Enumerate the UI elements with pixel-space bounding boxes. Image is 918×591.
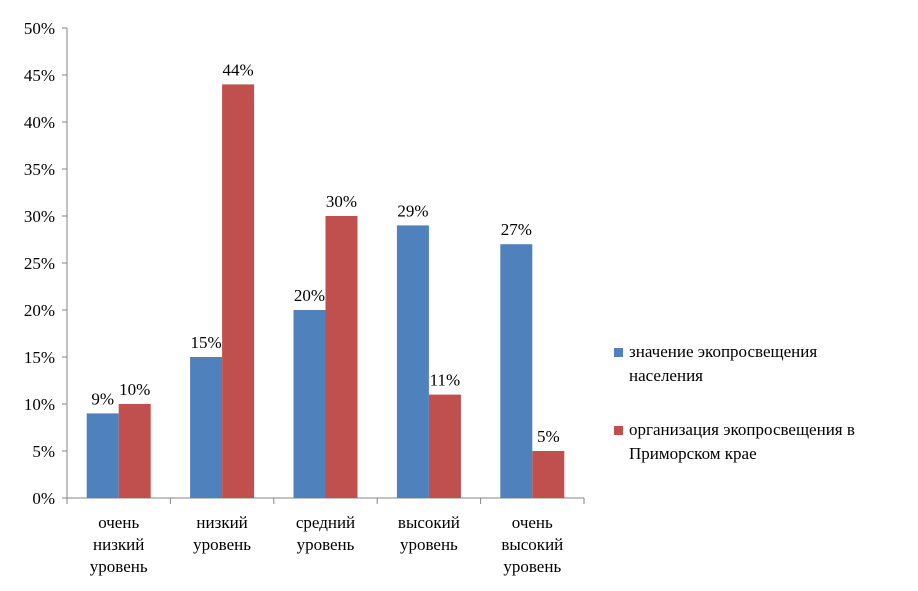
y-tick-label: 45% <box>24 66 55 85</box>
legend-swatch-series-1 <box>614 348 623 357</box>
bar <box>428 394 461 498</box>
y-tick-label: 15% <box>24 348 55 367</box>
legend-swatch-series-2 <box>614 426 623 435</box>
data-label: 11% <box>430 371 461 390</box>
x-category-label: высокий уровень <box>398 513 460 554</box>
data-label: 30% <box>326 192 357 211</box>
data-label: 15% <box>191 333 222 352</box>
y-tick-label: 40% <box>24 113 55 132</box>
data-label: 44% <box>223 60 254 79</box>
x-category-label: очень низкий уровень <box>90 513 148 576</box>
bars <box>86 84 565 499</box>
y-tick-label: 30% <box>24 207 55 226</box>
bar <box>325 216 358 498</box>
y-tick-label: 35% <box>24 160 55 179</box>
data-label: 29% <box>397 201 428 220</box>
legend-label-series-2: организация экопросвещения в Приморском … <box>629 420 855 463</box>
legend-label-series-1: значение экопросвещения населения <box>629 342 818 385</box>
data-label: 27% <box>501 220 532 239</box>
legend-item-series-2: организация экопросвещения в Приморском … <box>614 418 914 466</box>
data-label: 20% <box>294 286 325 305</box>
data-label: 9% <box>91 389 114 408</box>
y-tick-label: 25% <box>24 254 55 273</box>
y-tick-label: 5% <box>32 442 55 461</box>
y-tick-label: 20% <box>24 301 55 320</box>
y-ticks: 0% 5% 10% 15% 20% 25% 30% 35% 40% 45% 50% <box>24 19 67 508</box>
bar <box>86 413 119 498</box>
y-tick-label: 10% <box>24 395 55 414</box>
legend-item-series-1: значение экопросвещения населения <box>614 340 914 388</box>
bar <box>222 84 255 499</box>
category-labels: очень низкий уровень низкий уровень средний ур… <box>90 513 563 576</box>
data-labels: 9% 10% 15% 44% 20% 30% 29% 11% 27% 5% <box>91 60 559 446</box>
x-category-label: очень высокий уровень <box>501 513 563 576</box>
bar <box>293 310 326 498</box>
y-tick-label: 0% <box>32 489 55 508</box>
legend: значение экопросвещения населения органи… <box>614 340 914 496</box>
bar <box>532 451 565 498</box>
y-tick-label: 50% <box>24 19 55 38</box>
bar <box>190 357 223 498</box>
bar <box>118 404 151 498</box>
x-category-label: низкий уровень <box>193 513 251 554</box>
data-label: 10% <box>119 380 150 399</box>
bar <box>500 244 533 498</box>
data-label: 5% <box>537 427 560 446</box>
x-category-label: средний уровень <box>296 513 355 554</box>
bar <box>396 225 429 498</box>
